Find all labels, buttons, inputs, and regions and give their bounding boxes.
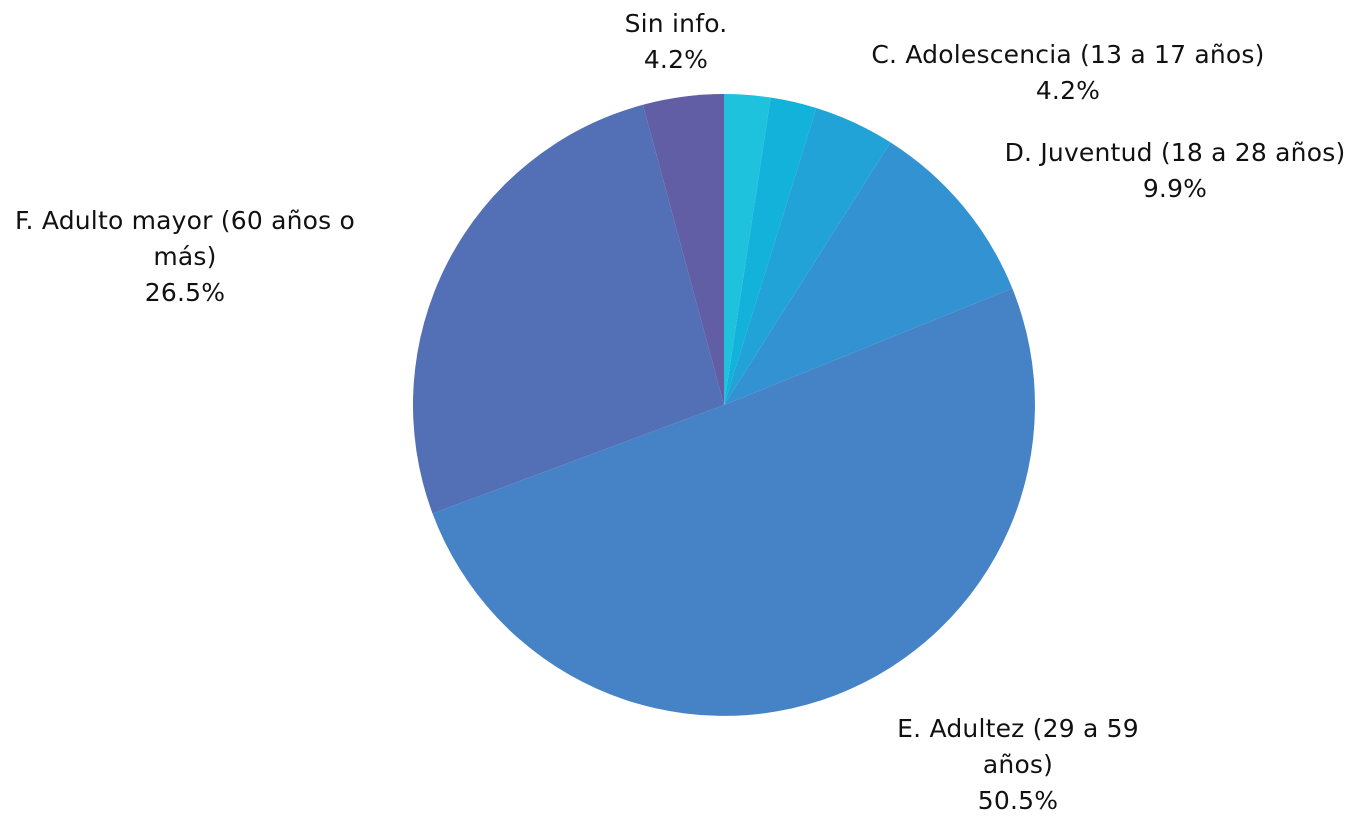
label-adolescencia: C. Adolescencia (13 a 17 años) 4.2% <box>858 37 1278 109</box>
label-adulto-mayor-value: 26.5% <box>144 278 226 307</box>
pie-slice-5 <box>432 288 1035 716</box>
pie-slice-2 <box>724 97 817 406</box>
pie-slice-3 <box>724 108 891 405</box>
label-adulto-mayor-name: F. Adulto mayor (60 años o <box>14 206 356 235</box>
label-juventud: D. Juventud (18 a 28 años) 9.9% <box>990 135 1350 207</box>
label-adolescencia-value: 4.2% <box>1035 76 1101 105</box>
pie-slice-1 <box>724 94 771 405</box>
label-adultez-value: 50.5% <box>977 786 1059 815</box>
label-sin-info-value: 4.2% <box>643 45 709 74</box>
label-adulto-mayor-name-2: más) <box>153 242 217 271</box>
label-adolescencia-name: C. Adolescencia (13 a 17 años) <box>871 40 1265 69</box>
pie-slice-4 <box>724 142 1013 405</box>
label-sin-info: Sin info. 4.2% <box>586 6 766 78</box>
label-sin-info-name: Sin info. <box>624 9 728 38</box>
pie-slice-7 <box>642 94 724 405</box>
label-adultez-name-2: años) <box>982 750 1054 779</box>
label-adultez-name: E. Adultez (29 a 59 <box>897 714 1139 743</box>
pie-slice-6 <box>412 104 724 514</box>
label-juventud-name: D. Juventud (18 a 28 años) <box>1004 138 1346 167</box>
label-juventud-value: 9.9% <box>1142 174 1208 203</box>
label-adultez: E. Adultez (29 a 59 años) 50.5% <box>868 711 1168 819</box>
label-adulto-mayor: F. Adulto mayor (60 años o más) 26.5% <box>0 203 370 311</box>
